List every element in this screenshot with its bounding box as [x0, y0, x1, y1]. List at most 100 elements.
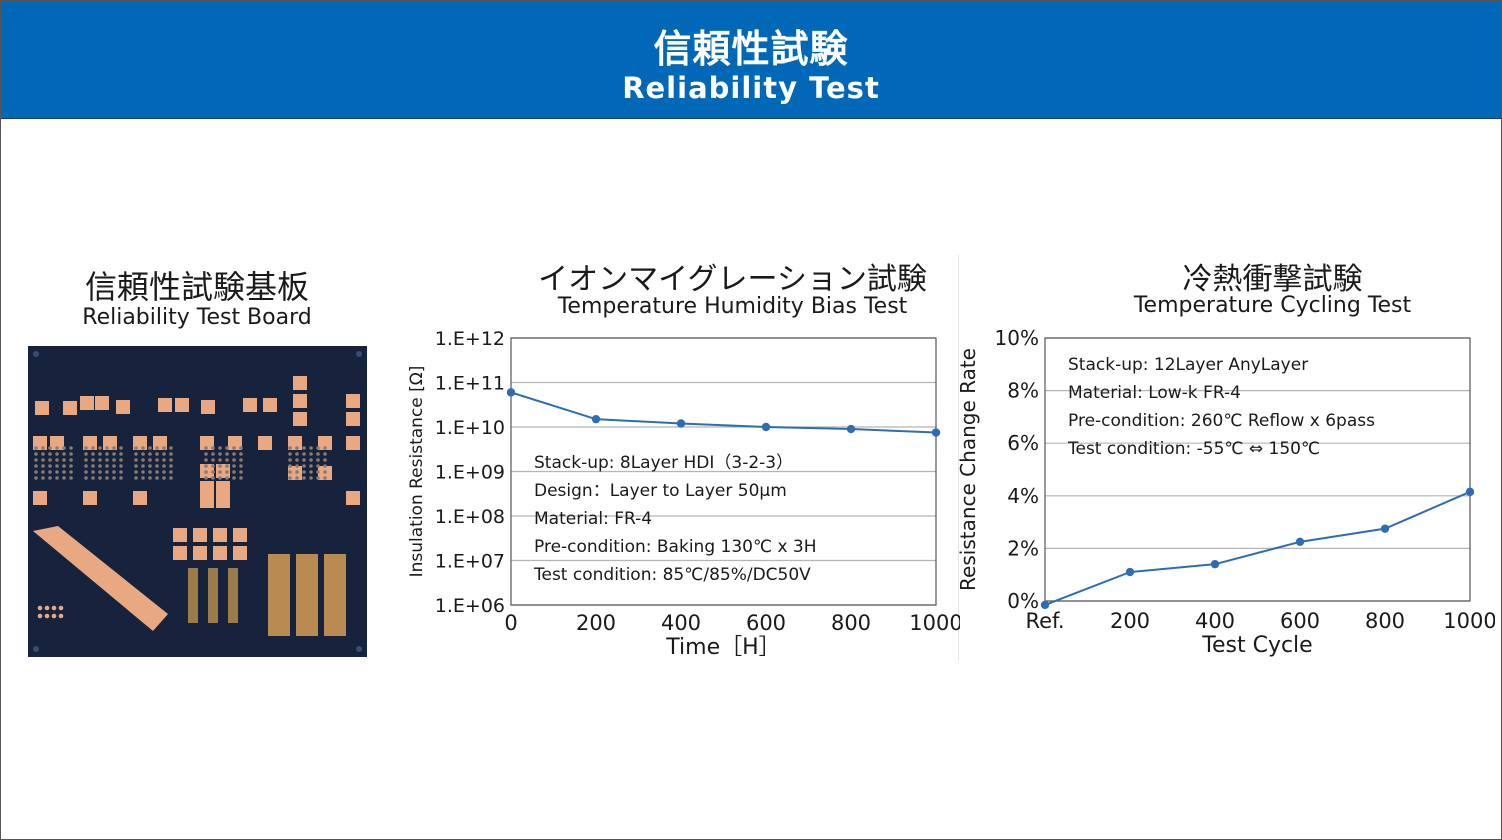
board-via [69, 452, 73, 456]
board-via [225, 464, 229, 468]
board-pad [346, 491, 360, 505]
board-via [204, 476, 208, 480]
board-hole [356, 351, 362, 357]
y-axis-title: Resistance Change Rate [956, 348, 980, 591]
board-via-field [296, 554, 318, 636]
board-via [169, 476, 173, 480]
board-via [204, 470, 208, 474]
board-via [162, 464, 166, 468]
board-pad [216, 481, 230, 495]
board-pad [133, 491, 147, 505]
board-via [162, 476, 166, 480]
board-via [295, 476, 299, 480]
board-via [204, 452, 208, 456]
board-via [162, 452, 166, 456]
board-pad [33, 491, 47, 505]
board-via [225, 446, 229, 450]
board-via [162, 446, 166, 450]
board-strip [208, 568, 218, 623]
board-via [302, 464, 306, 468]
board-via [239, 452, 243, 456]
board-via [55, 452, 59, 456]
board-pad [233, 528, 247, 542]
board-via [37, 605, 43, 611]
board-via [211, 470, 215, 474]
board-trace-pad [33, 526, 168, 631]
board-via [62, 452, 66, 456]
board-via [155, 446, 159, 450]
board-title-en: Reliability Test Board [82, 305, 312, 330]
board-via [288, 476, 292, 480]
board-via [323, 470, 327, 474]
annotation-line: Pre-condition: Baking 130℃ x 3H [534, 537, 817, 557]
y-tick-label: 1.E+10 [435, 417, 505, 439]
y-tick-label: 1.E+12 [435, 328, 505, 350]
data-point [1465, 487, 1475, 497]
board-via [211, 446, 215, 450]
tc-title-jp: 冷熱衝撃試験 [1182, 262, 1363, 297]
board-via [239, 464, 243, 468]
tc-title-en: Temperature Cycling Test [1133, 293, 1412, 318]
thb-title-jp: イオンマイグレーション試験 [538, 262, 927, 297]
x-tick-label: 1000 [1443, 609, 1495, 633]
board-via [288, 446, 292, 450]
board-via [134, 446, 138, 450]
board-via [98, 464, 102, 468]
board-via [91, 470, 95, 474]
board-via [55, 464, 59, 468]
board-via [134, 458, 138, 462]
board-via [323, 464, 327, 468]
board-via [309, 464, 313, 468]
board-pad [213, 528, 227, 542]
board-via [91, 476, 95, 480]
y-tick-label: 10% [995, 326, 1039, 350]
x-tick-label: Ref. [1025, 609, 1064, 633]
board-pad [193, 546, 207, 560]
board-via [204, 458, 208, 462]
board-via [62, 464, 66, 468]
x-axis-title: Test Cycle [1201, 633, 1312, 658]
board-pad [228, 436, 242, 450]
board-via [105, 452, 109, 456]
data-point [846, 424, 856, 434]
board-pad [200, 494, 214, 508]
board-via [225, 458, 229, 462]
board-via [232, 464, 236, 468]
board-via [302, 476, 306, 480]
board-via [295, 464, 299, 468]
board-via [84, 476, 88, 480]
data-point [591, 414, 601, 424]
board-pad [63, 401, 77, 415]
board-pad [346, 436, 360, 450]
board-via [288, 452, 292, 456]
board-via [309, 452, 313, 456]
board-via [239, 470, 243, 474]
board-via [98, 452, 102, 456]
y-tick-label: 1.E+08 [435, 506, 505, 528]
board-via [295, 458, 299, 462]
board-via [41, 458, 45, 462]
board-via [112, 476, 116, 480]
board-pad [116, 400, 130, 414]
board-via [302, 458, 306, 462]
data-point [1210, 559, 1220, 569]
board-via [84, 446, 88, 450]
board-via [295, 470, 299, 474]
board-via [84, 458, 88, 462]
board-title-jp: 信頼性試験基板 [84, 268, 309, 306]
board-via [48, 476, 52, 480]
tc-chart: 0% 2% 4% 6% 8% 10% Ref. 200 400 600 800 1000 Test Cy… [956, 326, 1495, 658]
board-via [141, 464, 145, 468]
x-tick-label: 400 [1195, 609, 1235, 633]
plot-frame [1044, 337, 1471, 602]
board-via [309, 446, 313, 450]
annotation-line: Pre-condition: 260℃ Reflow x 6pass [1068, 411, 1375, 431]
board-via [134, 476, 138, 480]
board-pad [263, 398, 277, 412]
board-via [309, 470, 313, 474]
board-via [119, 446, 123, 450]
x-tick-label: 0 [504, 611, 517, 635]
board-via [232, 476, 236, 480]
x-tick-label: 800 [1365, 609, 1405, 633]
x-axis-title: Time［H］ [665, 635, 780, 660]
